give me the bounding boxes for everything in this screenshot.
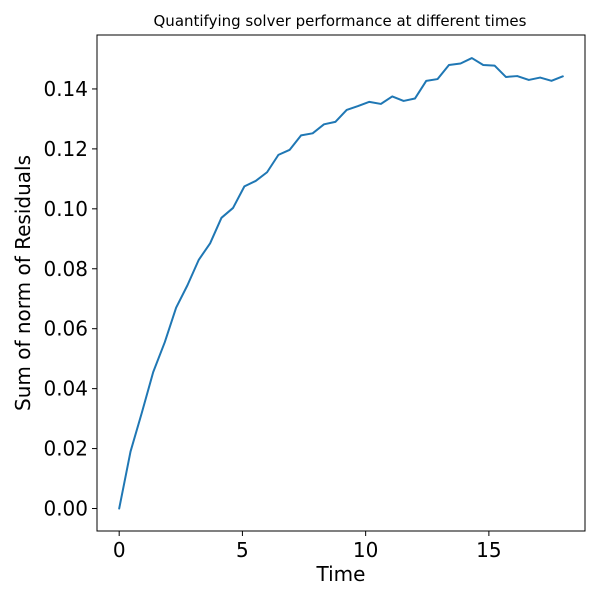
x-axis: 0 5 10 15 xyxy=(113,531,502,562)
chart-title: Quantifying solver performance at differ… xyxy=(154,12,527,30)
y-axis: 0.00 0.02 0.04 0.06 0.08 0.10 0.12 0.14 xyxy=(43,77,97,521)
x-tick-label: 5 xyxy=(236,538,249,562)
y-tick-label: 0.02 xyxy=(43,437,88,461)
plot-frame xyxy=(96,34,586,532)
y-axis-label: Sum of norm of Residuals xyxy=(11,155,35,411)
y-tick-label: 0.12 xyxy=(43,137,88,161)
y-tick-label: 0.04 xyxy=(43,377,88,401)
plot-area xyxy=(96,34,586,532)
x-tick-label: 15 xyxy=(476,538,501,562)
x-tick-label: 0 xyxy=(113,538,126,562)
y-tick-label: 0.08 xyxy=(43,257,88,281)
y-tick-label: 0.10 xyxy=(43,197,88,221)
series-layer xyxy=(118,57,564,510)
y-tick-label: 0.06 xyxy=(43,317,88,341)
x-axis-label: Time xyxy=(316,562,366,586)
y-tick-label: 0.00 xyxy=(43,497,88,521)
x-tick-label: 10 xyxy=(353,538,378,562)
y-tick-label: 0.14 xyxy=(43,77,88,101)
series-line xyxy=(118,57,564,510)
